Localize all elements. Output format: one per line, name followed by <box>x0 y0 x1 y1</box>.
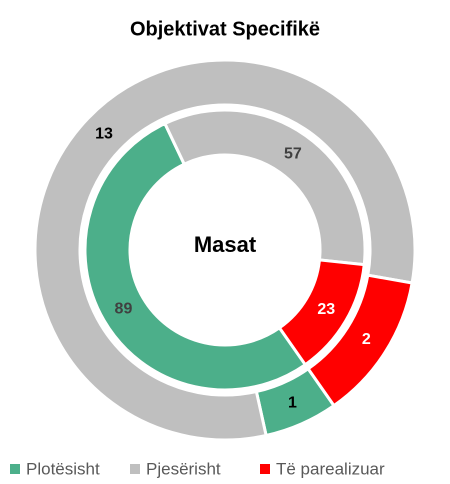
data-label: 2 <box>362 331 371 348</box>
legend-label: Të parealizuar <box>276 459 385 478</box>
legend-swatch <box>10 464 20 474</box>
data-label: 89 <box>115 300 133 317</box>
ring-segment <box>33 58 417 442</box>
data-label: 23 <box>317 301 335 318</box>
ring-segment <box>306 273 414 408</box>
legend-label: Pjesërisht <box>146 459 221 478</box>
legend-swatch <box>130 464 140 474</box>
ring-segment <box>162 108 367 267</box>
chart-title: Objektivat Specifikë <box>130 18 320 40</box>
data-label: 57 <box>284 145 302 162</box>
data-label: 13 <box>95 125 113 142</box>
ring-segment <box>83 121 308 392</box>
legend-swatch <box>260 464 270 474</box>
ring-segment <box>277 258 366 367</box>
legend-label: Plotësisht <box>26 459 100 478</box>
center-label: Masat <box>194 232 257 257</box>
data-label: 1 <box>288 395 297 412</box>
